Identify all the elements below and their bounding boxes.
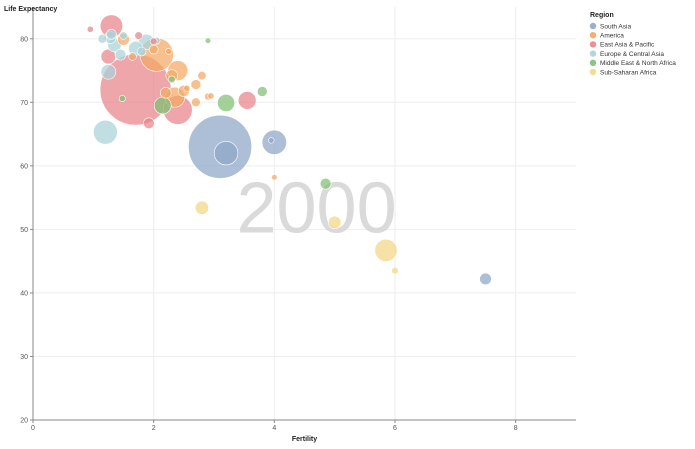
bubble-europe[interactable] [106,29,117,40]
bubble-south-asia[interactable] [261,129,287,155]
bubble-europe[interactable] [136,46,147,57]
bubble-america[interactable] [191,97,201,108]
x-tick-label: 6 [393,425,397,432]
legend-swatch [589,50,597,57]
y-tick-label: 80 [20,36,28,43]
legend-title: Region [590,12,614,19]
bubble-europe[interactable] [119,31,128,40]
bubble-ssa[interactable] [328,215,342,230]
bubble-south-asia[interactable] [268,137,275,144]
y-tick-label: 70 [20,100,28,107]
bubble-mena[interactable] [153,96,172,115]
legend: Region South Asia America East Asia & Paci… [589,12,676,76]
chart-axes: 0 2 4 6 8 20 30 40 50 60 70 80 [20,7,576,432]
bubble-east-asia[interactable] [143,117,155,130]
bubble-mena[interactable] [118,95,126,102]
bubble-mena[interactable] [204,37,212,44]
bubble-east-asia[interactable] [149,37,158,46]
bubble-layer [86,14,492,286]
bubble-mena[interactable] [319,177,332,190]
bubble-east-asia[interactable] [86,25,94,33]
y-tick-label: 20 [20,418,28,425]
bubble-america[interactable] [148,44,159,55]
bubble-europe[interactable] [97,33,108,44]
bubble-east-asia[interactable] [237,91,257,110]
x-tick-label: 8 [514,425,518,432]
bubble-america[interactable] [183,84,191,92]
legend-swatch [589,59,597,66]
legend-label: America [600,33,624,40]
x-axis-title: Fertility [292,436,317,443]
x-tick-label: 0 [31,425,35,432]
bubble-america[interactable] [190,79,202,90]
bubble-america[interactable] [197,71,207,81]
year-label: 2000 [236,169,396,249]
bubble-ssa[interactable] [374,238,398,262]
y-tick-label: 50 [20,227,28,234]
bubble-europe[interactable] [93,119,118,145]
x-tick-label: 4 [272,425,276,432]
y-tick-label: 60 [20,163,28,170]
bubble-ssa[interactable] [194,200,209,215]
bubble-mena[interactable] [217,93,236,112]
bubble-america[interactable] [128,52,137,61]
legend-swatch [589,41,597,48]
bubble-mena[interactable] [168,75,176,84]
bubble-europe[interactable] [114,48,127,61]
chart-grid [33,7,576,420]
legend-label: Sub-Saharan Africa [600,69,657,76]
bubble-america[interactable] [159,86,172,99]
bubble-america[interactable] [165,48,173,55]
y-tick-label: 30 [20,354,28,361]
bubble-south-asia[interactable] [213,141,239,166]
bubble-south-asia[interactable] [479,272,492,286]
bubble-ssa[interactable] [391,266,399,275]
legend-label: Europe & Central Asia [600,51,664,58]
legend-label: South Asia [600,23,631,30]
bubble-mena[interactable] [256,86,268,97]
bubble-east-asia[interactable] [134,31,143,40]
y-axis-title: Life Expectancy [4,6,57,13]
y-tick-label: 40 [20,290,28,297]
bubble-america[interactable] [271,174,278,181]
bubble-europe[interactable] [100,64,117,80]
legend-swatch [589,22,597,30]
legend-swatch [589,32,597,39]
x-tick-label: 2 [152,425,156,432]
legend-swatch [589,68,597,76]
legend-label: Middle East & North Africa [600,60,676,67]
bubble-america[interactable] [207,92,215,100]
legend-label: East Asia & Pacific [600,42,655,49]
